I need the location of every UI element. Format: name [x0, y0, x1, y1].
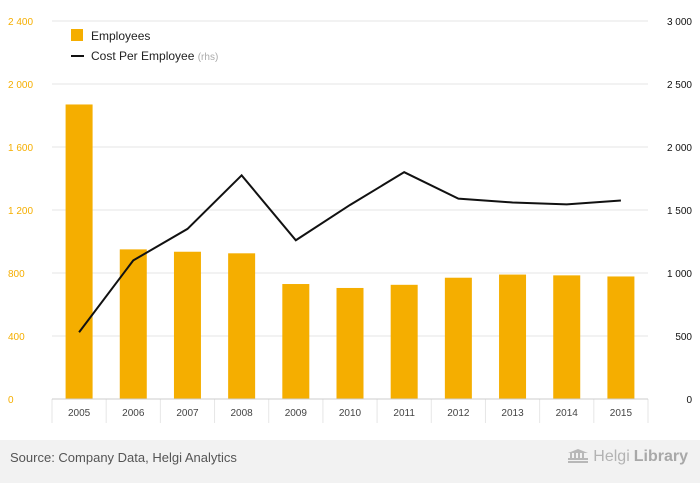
legend-label-cost: Cost Per Employee (rhs) — [91, 49, 218, 63]
brand-logo[interactable]: Helgi Library — [567, 448, 688, 466]
bar — [553, 275, 581, 399]
legend-label-employees: Employees — [91, 29, 150, 43]
bar — [444, 277, 472, 399]
x-tick-label: 2007 — [176, 408, 199, 419]
bar — [607, 276, 635, 399]
x-tick-label: 2014 — [556, 408, 579, 419]
library-icon — [568, 449, 589, 463]
legend: Employees Cost Per Employee (rhs) — [71, 29, 218, 63]
bar — [282, 284, 310, 399]
left-tick-label: 2 400 — [8, 17, 33, 28]
left-tick-label: 1 600 — [8, 143, 33, 154]
line-cost-per-employee — [78, 171, 622, 333]
bar — [336, 287, 364, 399]
x-tick-label: 2011 — [393, 408, 415, 419]
x-tick-label: 2009 — [285, 408, 308, 419]
right-tick-label: 500 — [675, 332, 692, 343]
left-tick-label: 2 000 — [8, 80, 33, 91]
x-tick-label: 2010 — [339, 408, 362, 419]
left-tick-label: 800 — [8, 269, 25, 280]
chart-svg: 0 400 800 1 200 1 600 2 000 2 400 0 500 1 000 1 50… — [8, 17, 692, 423]
x-tick-label: 2012 — [447, 408, 470, 419]
bars-employees — [65, 104, 635, 399]
grid-lines — [51, 20, 649, 423]
left-tick-label: 1 200 — [8, 206, 33, 217]
bar — [119, 249, 147, 399]
right-tick-label: 2 500 — [667, 80, 692, 91]
x-tick-label: 2008 — [231, 408, 254, 419]
right-tick-label: 1 500 — [667, 206, 692, 217]
x-tick-label: 2013 — [501, 408, 524, 419]
bar — [390, 284, 418, 399]
x-tick-label: 2005 — [68, 408, 91, 419]
right-tick-label: 3 000 — [667, 17, 692, 28]
brand-name-bold: Library — [633, 448, 688, 465]
x-tick-label: 2015 — [610, 408, 633, 419]
axes: 0 400 800 1 200 1 600 2 000 2 400 0 500 1 000 1 50… — [8, 17, 692, 419]
bar — [499, 274, 527, 399]
right-tick-label: 2 000 — [667, 143, 692, 154]
brand-name-light: Helgi — [593, 448, 630, 465]
legend-label-rhs: (rhs) — [198, 52, 219, 63]
bar — [173, 251, 201, 399]
legend-swatch-employees — [71, 29, 83, 41]
x-tick-label: 2006 — [122, 408, 145, 419]
left-tick-label: 0 — [8, 395, 14, 406]
right-tick-label: 0 — [686, 395, 692, 406]
source-note: Source: Company Data, Helgi Analytics — [10, 450, 237, 465]
left-tick-label: 400 — [8, 332, 25, 343]
bar — [65, 104, 93, 399]
right-tick-label: 1 000 — [667, 269, 692, 280]
bar — [228, 253, 256, 399]
